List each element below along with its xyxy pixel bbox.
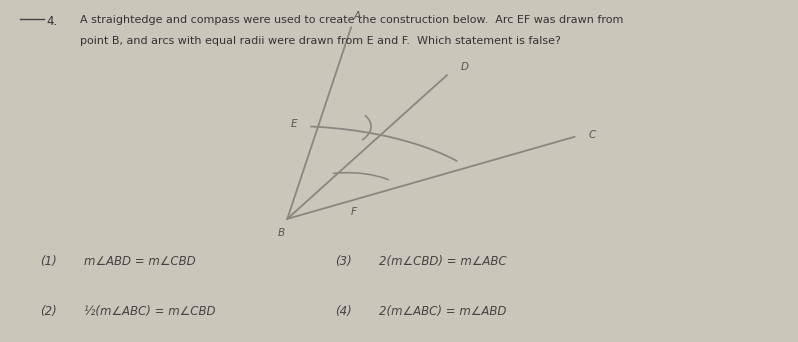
Text: A: A [354, 11, 361, 21]
Text: (2): (2) [40, 305, 57, 318]
Text: 4.: 4. [46, 15, 57, 28]
Text: (3): (3) [335, 255, 352, 268]
Text: D: D [460, 62, 468, 72]
Text: C: C [588, 130, 596, 140]
Text: point B, and arcs with equal radii were drawn from E and F.  Which statement is : point B, and arcs with equal radii were … [80, 36, 561, 46]
Text: F: F [350, 207, 357, 217]
Text: A straightedge and compass were used to create the construction below.  Arc EF w: A straightedge and compass were used to … [80, 15, 623, 25]
Text: m∠ABD = m∠CBD: m∠ABD = m∠CBD [84, 255, 196, 268]
Text: ½(m∠ABC) = m∠CBD: ½(m∠ABC) = m∠CBD [84, 305, 215, 318]
Text: E: E [290, 119, 297, 129]
Text: 2(m∠ABC) = m∠ABD: 2(m∠ABC) = m∠ABD [379, 305, 507, 318]
Text: (4): (4) [335, 305, 352, 318]
Text: (1): (1) [40, 255, 57, 268]
Text: 2(m∠CBD) = m∠ABC: 2(m∠CBD) = m∠ABC [379, 255, 507, 268]
Text: B: B [278, 228, 284, 238]
